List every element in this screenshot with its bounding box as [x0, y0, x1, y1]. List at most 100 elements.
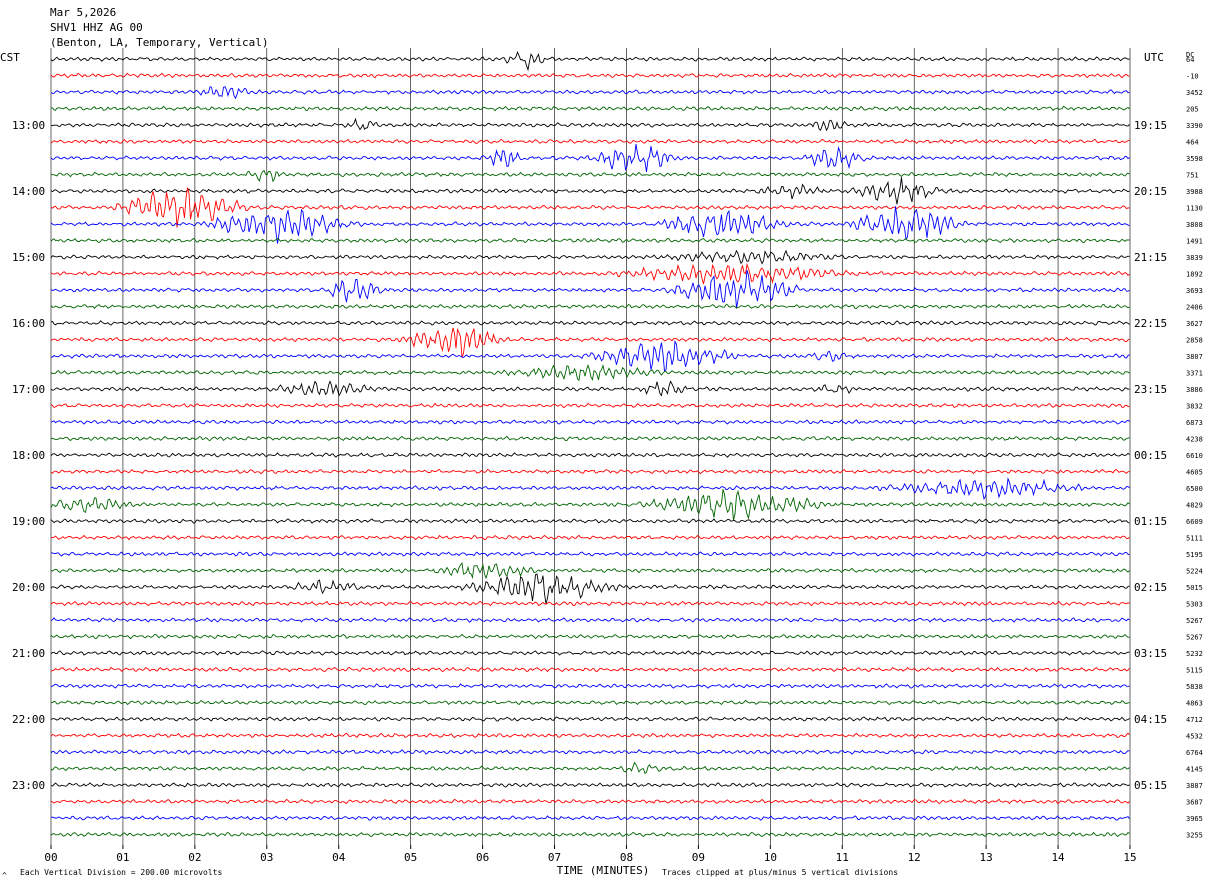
dc-offset-label: 4829: [1186, 502, 1203, 510]
dc-offset-label: 6610: [1186, 452, 1203, 460]
utc-hour-label: 20:15: [1134, 185, 1167, 198]
trace-row: [50, 177, 1130, 205]
dc-offset-label: 3887: [1186, 782, 1203, 790]
dc-offset-labels: 64 -10 3452 205 3390 464 3598 751 3988 1130 3808 14…: [1186, 56, 1203, 840]
dc-offset-label: 5303: [1186, 601, 1203, 609]
trace-row: [50, 117, 1130, 132]
dc-offset-label: 3988: [1186, 188, 1203, 196]
dc-offset-label: 5015: [1186, 584, 1203, 592]
minute-gridlines: [50, 48, 1131, 845]
clip-note: Traces clipped at plus/minus 5 vertical …: [662, 868, 898, 877]
trace-row: [50, 617, 1130, 623]
x-tick-label: 03: [260, 851, 273, 864]
trace-row: [50, 831, 1130, 838]
trace-row: [50, 169, 1130, 183]
trace-row: [50, 380, 1130, 397]
dc-offset-label: 5267: [1186, 634, 1203, 642]
dc-offset-label: 5267: [1186, 617, 1203, 625]
cst-hour-label: 22:00: [12, 713, 45, 726]
dc-offset-label: 1130: [1186, 205, 1203, 213]
x-tick-label: 13: [980, 851, 993, 864]
dc-offset-label: 1491: [1186, 238, 1203, 246]
dc-offset-label: 6500: [1186, 485, 1203, 493]
x-axis-title: TIME (MINUTES): [557, 864, 650, 877]
x-tick-label: 12: [908, 851, 921, 864]
trace-row: [50, 452, 1130, 458]
dc-offset-label: 1892: [1186, 271, 1203, 279]
dc-offset-label: 5224: [1186, 568, 1203, 576]
utc-hour-label: 01:15: [1134, 515, 1167, 528]
utc-hour-label: 05:15: [1134, 779, 1167, 792]
trace-row: [50, 327, 1130, 358]
dc-offset-label: 4145: [1186, 766, 1203, 774]
trace-row: [50, 262, 1130, 285]
dc-offset-label: 5111: [1186, 535, 1203, 543]
dc-offset-label: 205: [1186, 106, 1199, 114]
x-tick-label: 15: [1123, 851, 1136, 864]
trace-row: [50, 732, 1130, 739]
x-tick-label: 05: [404, 851, 417, 864]
cst-hour-label: 23:00: [12, 779, 45, 792]
dc-offset-label: 464: [1186, 139, 1199, 147]
x-tick-label: 06: [476, 851, 489, 864]
dc-offset-label: 3255: [1186, 832, 1203, 840]
seismogram-traces: [50, 50, 1130, 838]
dc-offset-label: 64: [1186, 56, 1194, 64]
trace-row: [50, 551, 1130, 557]
trace-row: [50, 138, 1130, 145]
cst-hour-label: 20:00: [12, 581, 45, 594]
dc-offset-label: 5232: [1186, 650, 1203, 658]
trace-row: [50, 206, 1130, 244]
x-tick-label: 10: [764, 851, 777, 864]
cst-hour-label: 19:00: [12, 515, 45, 528]
cst-hour-label: 18:00: [12, 449, 45, 462]
trace-row: [50, 320, 1130, 326]
trace-row: [50, 815, 1130, 821]
trace-row: [50, 187, 1130, 228]
dc-header-label: DC: [1186, 51, 1194, 59]
utc-hour-labels: 19:15 20:15 21:15 22:15 23:15 00:15 01:15 02:15…: [1134, 119, 1167, 792]
date-label: Mar 5,2026: [50, 6, 116, 19]
trace-row: [50, 72, 1130, 79]
trace-row: [50, 534, 1130, 541]
trace-row: [50, 402, 1130, 409]
trace-row: [50, 237, 1130, 244]
x-tick-label: 14: [1051, 851, 1065, 864]
dc-offset-label: 3371: [1186, 370, 1203, 378]
trace-row: [50, 666, 1130, 673]
dc-offset-label: 5838: [1186, 683, 1203, 691]
scale-note: Each Vertical Division = 200.00 microvol…: [20, 868, 222, 877]
x-tick-label: 11: [836, 851, 849, 864]
trace-row: [50, 633, 1130, 640]
dc-offset-label: 3965: [1186, 815, 1203, 823]
utc-hour-label: 00:15: [1134, 449, 1167, 462]
cst-hour-label: 21:00: [12, 647, 45, 660]
dc-offset-label: 3693: [1186, 287, 1203, 295]
dc-offset-label: 6609: [1186, 518, 1203, 526]
utc-hour-label: 23:15: [1134, 383, 1167, 396]
station-label: SHV1 HHZ AG 00: [50, 21, 143, 34]
dc-offset-label: 3839: [1186, 254, 1203, 262]
trace-row: [50, 782, 1130, 788]
dc-offset-label: 6873: [1186, 419, 1203, 427]
cst-hour-label: 13:00: [12, 119, 45, 132]
trace-row: [50, 303, 1130, 310]
trace-row: [50, 435, 1130, 442]
dc-offset-label: 751: [1186, 172, 1199, 180]
dc-offset-label: 3390: [1186, 122, 1203, 130]
trace-row: [50, 518, 1130, 524]
trace-row: [50, 561, 1130, 580]
trace-row: [50, 249, 1130, 265]
dc-offset-label: 3627: [1186, 320, 1203, 328]
utc-hour-label: 22:15: [1134, 317, 1167, 330]
trace-row: [50, 798, 1130, 805]
cst-hour-label: 16:00: [12, 317, 45, 330]
trace-row: [50, 419, 1130, 425]
dc-offset-label: 4605: [1186, 469, 1203, 477]
cst-hour-labels: 13:00 14:00 15:00 16:00 17:00 18:00 19:00 20:00…: [12, 119, 45, 792]
trace-row: [50, 600, 1130, 607]
trace-row: [50, 761, 1130, 775]
trace-row: [50, 86, 1130, 100]
right-timezone-label: UTC: [1144, 51, 1164, 64]
x-tick-label: 04: [332, 851, 346, 864]
